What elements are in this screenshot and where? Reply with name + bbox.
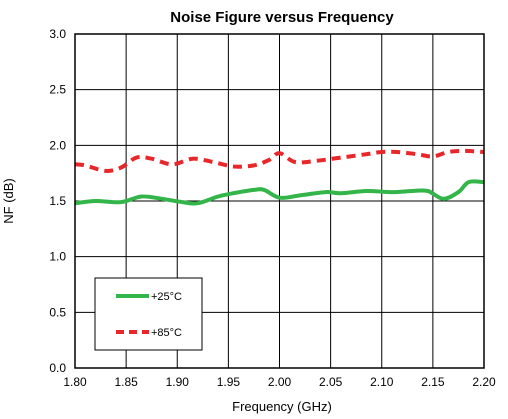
chart-title: Noise Figure versus Frequency [170, 9, 394, 26]
x-tick-labels: 1.80 1.85 1.90 1.95 2.00 2.05 2.10 2.15 2.20 [63, 375, 496, 389]
y-tick-label: 1.0 [49, 250, 66, 264]
series-layer [74, 148, 485, 206]
x-tick-label: 2.20 [472, 375, 496, 389]
y-axis-label: NF (dB) [1, 178, 16, 224]
x-tick-label: 2.05 [319, 375, 343, 389]
series-line-2 [74, 148, 485, 173]
x-tick-label: 1.90 [166, 375, 190, 389]
x-axis-label: Frequency (GHz) [232, 399, 332, 414]
plot-frame [74, 33, 485, 369]
y-tick-label: 3.0 [49, 27, 66, 41]
legend: +25°C +85°C [94, 277, 203, 351]
x-tick-label: 1.80 [63, 375, 87, 389]
y-tick-label: 2.0 [49, 138, 66, 152]
x-tick-label: 2.00 [268, 375, 292, 389]
y-tick-label: 0.0 [49, 361, 66, 375]
legend-box [94, 277, 203, 351]
x-tick-label: 2.10 [370, 375, 394, 389]
legend-label-1: +25°C [151, 291, 182, 303]
y-tick-labels: 0.0 0.5 1.0 1.5 2.0 2.5 3.0 [49, 27, 66, 375]
x-tick-label: 1.85 [114, 375, 138, 389]
series-line-1 [74, 179, 485, 206]
grid [75, 34, 484, 368]
x-tick-label: 2.15 [421, 375, 445, 389]
x-tick-label: 1.95 [217, 375, 241, 389]
y-tick-label: 2.5 [49, 83, 66, 97]
legend-label-2: +85°C [151, 327, 182, 339]
y-tick-label: 1.5 [49, 194, 66, 208]
y-tick-label: 0.5 [49, 305, 66, 319]
